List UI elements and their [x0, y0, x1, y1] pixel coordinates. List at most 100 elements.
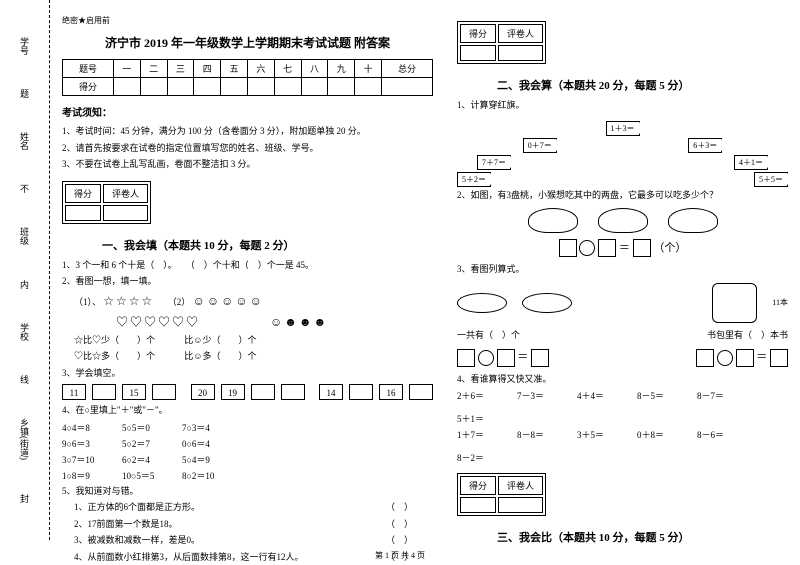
binding-field-2: 学校: [18, 323, 31, 341]
binding-margin: 学号 题 姓名 不 班级 内 学校 线 乡镇(街道) 封: [0, 0, 50, 540]
circle-box: [717, 350, 733, 366]
question-1-4: 4、在○里填上"＋"或"－"。: [62, 404, 433, 418]
num-box: [251, 384, 275, 400]
binding-field-4: 姓名: [18, 132, 31, 150]
grader-label: 评卷人: [103, 184, 148, 203]
math-item: 6○2＝4: [122, 453, 172, 466]
math-item: 5○4＝9: [182, 453, 232, 466]
equation-row: ＝ ＝: [457, 348, 788, 366]
compare-line: ♡比☆多（ ）个 比☺多（ ）个: [74, 350, 433, 364]
hearts-row: ♡♡♡♡♡♡ ☺☻☻☻: [74, 313, 433, 331]
math-item: 8○2＝10: [182, 469, 232, 482]
th: 五: [221, 60, 248, 78]
th: 三: [167, 60, 194, 78]
section-score-box: 得分评卷人: [457, 473, 546, 516]
flag: 7＋7＝: [477, 155, 511, 170]
num-box: 15: [122, 384, 146, 400]
score-label: 得分: [460, 476, 496, 495]
binding-mark: 题: [18, 89, 31, 98]
question-1-3: 3、学会填空。: [62, 367, 433, 381]
score-label: 得分: [460, 24, 496, 43]
square-box: [559, 239, 577, 257]
score-summary-table: 题号 一 二 三 四 五 六 七 八 九 十 总分 得分: [62, 59, 433, 96]
math-item: 8－8＝: [517, 428, 567, 441]
square-box: [497, 349, 515, 367]
num-box: 11: [62, 384, 86, 400]
part-1-label: （1）、: [74, 297, 101, 307]
section-2-title: 二、我会算（本题共 20 分，每题 5 分）: [497, 77, 788, 93]
section-score-box: 得分评卷人: [62, 181, 151, 224]
plate-icon: [522, 293, 572, 313]
grader-label: 评卷人: [498, 24, 543, 43]
compare-line: ☆比♡少（ ）个 比☺少（ ）个: [74, 334, 433, 348]
math-item: 7－3＝: [517, 389, 567, 402]
num-box: 16: [379, 384, 403, 400]
th: 题号: [63, 60, 114, 78]
confidential-label: 绝密★启用前: [62, 15, 433, 26]
math-item: 8－6＝: [697, 428, 747, 441]
math-item: 2＋6＝: [457, 389, 507, 402]
plate-icon: [457, 293, 507, 313]
page-footer: 第 1 页 共 4 页: [0, 550, 800, 561]
question-2-4: 4、看谁算得又快又准。: [457, 373, 788, 387]
flag: 0＋7＝: [523, 138, 557, 153]
math-item: 3＋5＝: [577, 428, 627, 441]
unit-label: （个）: [653, 242, 686, 254]
binding-mark: 封: [18, 494, 31, 503]
math-row: 1○8＝9 10○5＝5 8○2＝10: [62, 469, 433, 482]
math-item: 7○3＝4: [182, 421, 232, 434]
bowl-icon: [668, 208, 718, 233]
num-box: 20: [191, 384, 215, 400]
binding-field-5: 学号: [18, 37, 31, 55]
right-column: 得分评卷人 二、我会算（本题共 20 分，每题 5 分） 1、计算穿红旗。 1＋…: [445, 0, 800, 540]
math-item: 3○7＝10: [62, 453, 112, 466]
num-box: [281, 384, 305, 400]
compare-3: 比☺少（ ）个: [184, 335, 256, 345]
compare-2: ♡比☆多（ ）个: [74, 351, 155, 361]
question-2-3: 3、看图列算式。: [457, 263, 788, 277]
th: 四: [194, 60, 221, 78]
circle-box: [579, 240, 595, 256]
square-box: [736, 349, 754, 367]
books-label: 11本: [772, 297, 788, 308]
num-box: 19: [221, 384, 245, 400]
th: 十: [355, 60, 382, 78]
square-box: [770, 349, 788, 367]
square-box: [598, 239, 616, 257]
question-2-1: 1、计算穿红旗。: [457, 99, 788, 113]
math-row: 9○6＝3 5○2＝7 0○6＝4: [62, 437, 433, 450]
question-1-5: 5、我知道对与错。: [62, 485, 433, 499]
notice-item: 2、请首先按要求在试卷的指定位置填写您的姓名、班级、学号。: [62, 142, 433, 155]
math-item: 9○6＝3: [62, 437, 112, 450]
num-box: 14: [319, 384, 343, 400]
part-2-label: （2）: [168, 297, 191, 307]
binding-field-3: 班级: [18, 227, 31, 245]
math-item: 8－7＝: [697, 389, 747, 402]
math-item: 0○6＝4: [182, 437, 232, 450]
math-item: 1＋7＝: [457, 428, 507, 441]
math-item: 8－2＝: [457, 451, 507, 464]
plates-diagram: 11本: [457, 283, 788, 323]
square-box: [457, 349, 475, 367]
square-box: [531, 349, 549, 367]
num-box: [409, 384, 433, 400]
notice-title: 考试须知：: [62, 104, 433, 119]
circle-box: [478, 350, 494, 366]
question-1-2: 2、看图一想，填一填。: [62, 275, 433, 289]
question-1-1: 1、3 个一和 6 个十是（ ）。 （ ）个十和（ ）个一是 45。: [62, 259, 433, 273]
flag: 6＋3＝: [688, 138, 722, 153]
section-1-title: 一、我会填（本题共 10 分，每题 2 分）: [102, 237, 433, 253]
tf-item: 2、17前面第一个数是18。（ ）: [74, 518, 433, 532]
smiley-row: ☺☺☺☺☺: [193, 294, 264, 308]
compare-4: 比☺多（ ）个: [184, 351, 256, 361]
labels-row: 一共有（ ）个 书包里有（ ）本书: [457, 329, 788, 343]
bag-label: 书包里有（ ）本书: [707, 329, 788, 343]
notice-item: 3、不要在试卷上乱写乱画，卷面不整洁扣 3 分。: [62, 158, 433, 171]
math-item: 0＋8＝: [637, 428, 687, 441]
flag: 5＋5＝: [754, 172, 788, 187]
page-title: 济宁市 2019 年一年级数学上学期期末考试试题 附答案: [62, 34, 433, 51]
num-box: [349, 384, 373, 400]
th: 总分: [382, 60, 433, 78]
total-label: 一共有（ ）个: [457, 329, 520, 343]
score-label: 得分: [65, 184, 101, 203]
